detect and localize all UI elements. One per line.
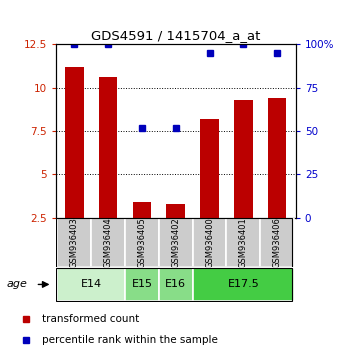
Text: GSM936400: GSM936400 <box>205 217 214 268</box>
Text: GSM936405: GSM936405 <box>138 217 146 268</box>
Bar <box>200 119 219 218</box>
Bar <box>193 268 294 301</box>
Text: GSM936404: GSM936404 <box>104 217 113 268</box>
Text: GSM936403: GSM936403 <box>70 217 79 268</box>
Bar <box>57 268 125 301</box>
Text: GSM936406: GSM936406 <box>273 217 282 268</box>
Title: GDS4591 / 1415704_a_at: GDS4591 / 1415704_a_at <box>91 29 261 42</box>
Text: E17.5: E17.5 <box>227 279 259 290</box>
Bar <box>234 100 252 218</box>
Text: GSM936402: GSM936402 <box>171 217 180 268</box>
Bar <box>260 218 294 267</box>
Bar <box>159 218 193 267</box>
Bar <box>125 218 159 267</box>
Text: E14: E14 <box>81 279 102 290</box>
Bar <box>99 77 117 218</box>
Bar <box>65 67 84 218</box>
Bar <box>268 98 286 218</box>
Text: age: age <box>7 279 28 290</box>
Bar <box>125 268 159 301</box>
Bar <box>166 204 185 218</box>
Bar <box>132 202 151 218</box>
Bar <box>193 218 226 267</box>
Bar <box>91 218 125 267</box>
Text: E15: E15 <box>131 279 152 290</box>
Text: E16: E16 <box>165 279 186 290</box>
Text: percentile rank within the sample: percentile rank within the sample <box>42 335 218 345</box>
Bar <box>57 218 91 267</box>
Text: GSM936401: GSM936401 <box>239 217 248 268</box>
Bar <box>159 268 193 301</box>
Text: transformed count: transformed count <box>42 314 139 324</box>
Bar <box>226 218 260 267</box>
